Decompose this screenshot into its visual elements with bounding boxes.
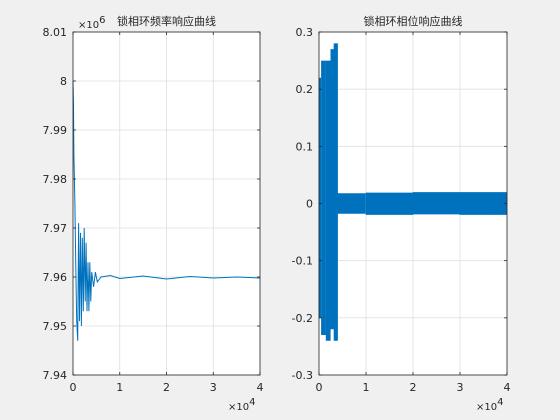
y-tick-label: 7.99 [43, 124, 68, 137]
y-tick-label: -0.3 [292, 369, 313, 382]
y-tick-label: -0.2 [292, 312, 313, 325]
x-tick-label: 4 [257, 381, 264, 394]
y-tick-label: 7.98 [43, 173, 68, 186]
y-tick-label: 0.2 [296, 83, 314, 96]
y-tick-label: 7.96 [43, 271, 68, 284]
y-tick-label: 7.95 [43, 320, 68, 333]
y-tick-label: -0.1 [292, 255, 313, 268]
y-tick-label: 0 [306, 198, 313, 211]
oscillation-band [330, 49, 335, 330]
x-tick-label: 3 [210, 381, 217, 394]
y-tick-label: 0.1 [296, 140, 314, 153]
oscillation-band [365, 192, 414, 215]
x-tick-label: 2 [163, 381, 170, 394]
x-tick-label: 1 [363, 381, 370, 394]
phase-response-axes[interactable]: 0 1 2 3 4 -0.3 -0.2 -0.1 0 0.1 0.2 0.3 锁相环相位响应曲线 ×1… [292, 14, 511, 413]
series-line [72, 80, 261, 341]
x-tick-label: 1 [116, 381, 123, 394]
tick-marks [72, 31, 261, 376]
y-tick-label: 0.3 [296, 26, 314, 39]
chart-title: 锁相环相位响应曲线 [364, 14, 463, 28]
tick-labels: 0 1 2 3 4 7.94 7.95 7.96 7.97 7.98 7.99 8 8.01 [43, 26, 264, 394]
x-exponent-label: ×104 [228, 397, 255, 413]
y-tick-label: 7.97 [43, 222, 68, 235]
tick-labels: 0 1 2 3 4 -0.3 -0.2 -0.1 0 0.1 0.2 0.3 [292, 26, 511, 394]
oscillation-band [337, 193, 366, 214]
oscillation-band [321, 60, 326, 335]
data-marks [72, 80, 261, 341]
x-tick-label: 2 [410, 381, 417, 394]
oscillation-band [325, 60, 331, 341]
tick-marks [318, 31, 508, 376]
oscillation-band [333, 43, 338, 341]
x-tick-label: 4 [504, 381, 511, 394]
y-tick-label: 8.01 [43, 26, 68, 39]
x-exponent-label: ×104 [476, 397, 503, 413]
oscillation-band [459, 192, 508, 215]
y-tick-label: 8 [60, 75, 67, 88]
x-tick-label: 0 [70, 381, 77, 394]
x-tick-label: 0 [316, 381, 323, 394]
y-tick-label: 7.94 [43, 369, 68, 382]
chart-title: 锁相环频率响应曲线 [117, 14, 216, 28]
x-tick-label: 3 [457, 381, 464, 394]
frequency-response-axes[interactable]: 0 1 2 3 4 7.94 7.95 7.96 7.97 7.98 7.99 8 8.01 锁相环频率… [43, 14, 264, 413]
oscillation-band [412, 192, 461, 215]
y-exponent-label: ×106 [78, 15, 105, 31]
